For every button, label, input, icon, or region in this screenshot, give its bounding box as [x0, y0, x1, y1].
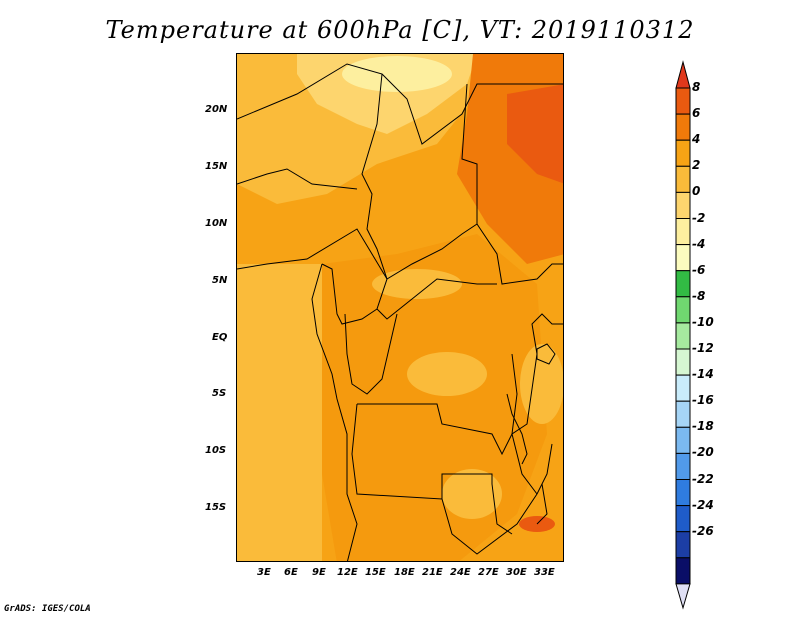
colorbar-segment: [675, 296, 691, 324]
colorbar-tick-label: -16: [692, 393, 714, 408]
colorbar-segment: [675, 87, 691, 115]
colorbar-tick-label: 6: [692, 106, 701, 121]
grads-credit: GrADS: IGES/COLA: [4, 604, 91, 614]
lat-tick-label: 15N: [205, 161, 228, 172]
lat-tick-label: 10N: [205, 218, 228, 229]
lon-tick-label: 21E: [422, 567, 443, 578]
colorbar-segment: [675, 452, 691, 480]
lon-tick-label: 12E: [337, 567, 358, 578]
colorbar-segment: [675, 322, 691, 350]
colorbar-segment: [675, 113, 691, 141]
field-north-coolest: [342, 56, 452, 92]
colorbar-top-arrow: [675, 60, 691, 89]
colorbar-segment: [675, 165, 691, 193]
colorbar-tick-label: -8: [692, 288, 706, 303]
field-patch-4: [442, 469, 502, 519]
lat-tick-label: EQ: [212, 332, 228, 343]
lon-tick-label: 33E: [534, 567, 555, 578]
lat-tick-label: 20N: [205, 104, 228, 115]
colorbar-bottom-arrow: [675, 583, 691, 610]
lon-tick-label: 9E: [312, 567, 326, 578]
colorbar-tick-label: 8: [692, 80, 701, 94]
colorbar-segment: [675, 348, 691, 376]
colorbar-segment: [675, 426, 691, 454]
colorbar-tick-label: -14: [692, 367, 714, 382]
colorbar-tick-label: -4: [692, 236, 706, 251]
colorbar-tick-label: -24: [692, 497, 714, 512]
colorbar-segment: [675, 218, 691, 246]
colorbar-tick-label: -20: [692, 445, 714, 460]
lat-tick-label: 10S: [205, 445, 227, 456]
colorbar-tick-label: -10: [692, 314, 714, 329]
colorbar-segment: [675, 479, 691, 507]
colorbar-tick-label: -22: [692, 471, 714, 486]
colorbar-segment: [675, 505, 691, 533]
country-borders: [237, 63, 563, 561]
lon-tick-label: 15E: [365, 567, 386, 578]
lat-tick-label: 5S: [212, 388, 227, 399]
colorbar-segment: [675, 244, 691, 272]
colorbar-segment: [675, 139, 691, 167]
field-ne-warmest: [507, 84, 563, 184]
colorbar-segments: [675, 60, 691, 610]
lon-tick-label: 30E: [506, 567, 527, 578]
chart-title: Temperature at 600hPa [C], VT: 201911031…: [105, 16, 695, 44]
lon-tick-label: 3E: [257, 567, 271, 578]
colorbar-segment: [675, 374, 691, 402]
field-patch-2: [520, 344, 563, 424]
colorbar-segment: [675, 531, 691, 559]
map-panel: [236, 53, 564, 562]
colorbar-segment: [675, 557, 691, 585]
lake-outlines: [506, 343, 556, 525]
lon-tick-label: 27E: [478, 567, 499, 578]
field-ocean: [237, 264, 322, 561]
colorbar-tick-label: 4: [692, 132, 701, 147]
colorbar-tick-label: -26: [692, 523, 714, 538]
temperature-field: [237, 54, 563, 561]
lon-tick-label: 24E: [450, 567, 471, 578]
field-patch-3: [372, 269, 462, 299]
colorbar-tick-label: -6: [692, 262, 706, 277]
colorbar-tick-label: 2: [692, 158, 701, 173]
lat-tick-label: 15S: [205, 502, 227, 513]
field-patch-1: [407, 352, 487, 396]
colorbar-tick-label: -2: [692, 210, 706, 225]
colorbar-tick-label: 0: [692, 184, 701, 199]
lat-tick-label: 5N: [212, 275, 228, 286]
colorbar-segment: [675, 191, 691, 219]
lon-tick-label: 6E: [284, 567, 298, 578]
lon-tick-label: 18E: [394, 567, 415, 578]
colorbar-tick-label: -18: [692, 419, 714, 434]
colorbar-tick-label: -12: [692, 341, 714, 355]
colorbar-segment: [675, 400, 691, 428]
colorbar-segment: [675, 270, 691, 298]
